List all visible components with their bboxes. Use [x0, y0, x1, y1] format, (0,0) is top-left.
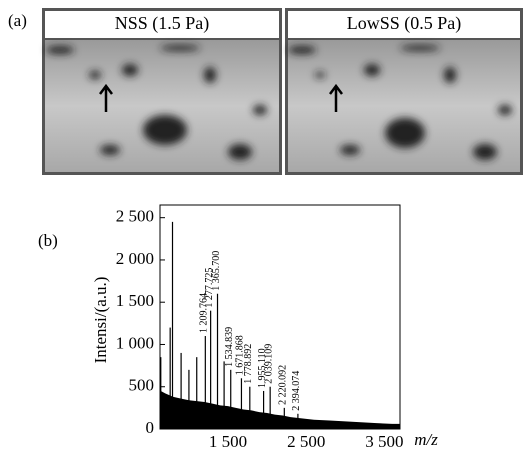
gel-title: NSS (1.5 Pa)	[115, 13, 210, 34]
gel-image: NSS (1.5 Pa)	[42, 8, 282, 175]
peak-label: 1 778.892	[243, 344, 254, 384]
peak-label: 2 039.109	[263, 344, 274, 384]
peak-label: 2 220.092	[278, 365, 289, 405]
gel-header	[288, 11, 520, 38]
gel-spots	[46, 45, 267, 160]
x-axis-title: m/z	[414, 430, 438, 449]
gel-spots	[288, 45, 512, 160]
gel-header	[45, 11, 279, 38]
peak-label: 1 955.110	[257, 348, 268, 388]
x-tick-label: 3 500	[365, 432, 403, 451]
peak-label: 1 209.764	[199, 293, 210, 333]
panel-label: (a)	[8, 11, 27, 30]
x-tick-label: 2 500	[287, 432, 325, 451]
peak-label: 1 534.839	[224, 327, 235, 367]
x-tick-label: 1 500	[209, 432, 247, 451]
y-tick-label: 1 000	[116, 333, 154, 352]
peak-label: 1 277.725	[204, 268, 215, 308]
peak-label: 1 671.868	[235, 335, 246, 375]
y-tick-label: 0	[146, 418, 155, 437]
arrow	[99, 83, 113, 112]
gel-image: LowSS (0.5 Pa)	[285, 8, 523, 175]
y-tick-label: 1 500	[116, 291, 154, 310]
y-tick-label: 2 000	[116, 249, 154, 268]
y-tick-label: 2 500	[116, 207, 154, 226]
panel-label: (b)	[38, 231, 58, 250]
gel-title: LowSS (0.5 Pa)	[347, 13, 462, 34]
noise-area	[160, 390, 400, 429]
y-axis-title: Intensi/(a.u.)	[91, 277, 110, 364]
peak-label: 2 394.074	[291, 371, 302, 411]
arrow	[329, 83, 343, 112]
peak-label: 1 365.700	[211, 251, 222, 291]
y-tick-label: 500	[129, 376, 155, 395]
